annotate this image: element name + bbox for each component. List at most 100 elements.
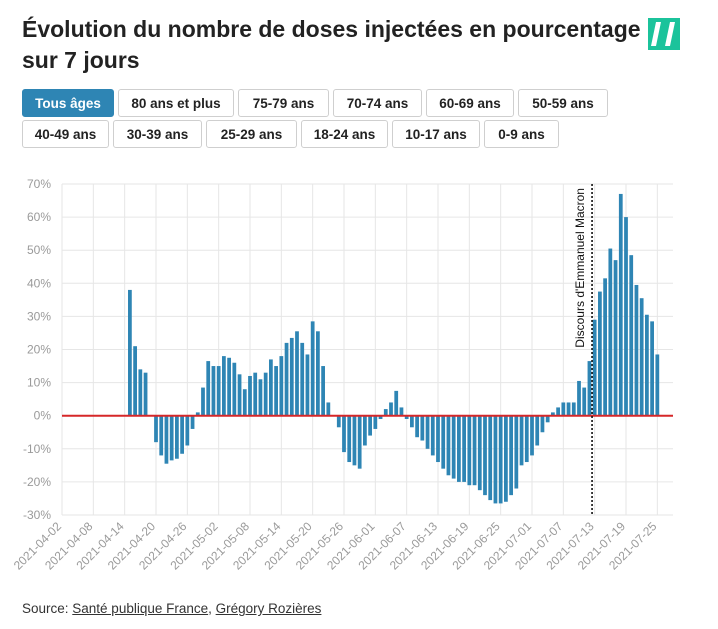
source-separator: , xyxy=(208,601,216,616)
filter-button-25-29[interactable]: 25-29 ans xyxy=(206,120,297,148)
data-bar xyxy=(389,402,393,416)
data-bar xyxy=(347,415,352,463)
data-bar xyxy=(462,415,466,482)
data-bar xyxy=(540,415,545,433)
data-bar xyxy=(404,415,409,420)
data-bar xyxy=(169,415,174,461)
data-bar xyxy=(509,415,513,496)
data-bar xyxy=(519,415,524,466)
filter-button-80-plus[interactable]: 80 ans et plus xyxy=(118,89,234,117)
data-bar xyxy=(504,415,508,502)
data-bar xyxy=(138,369,143,416)
data-bar xyxy=(321,366,325,416)
data-bar xyxy=(201,387,205,416)
y-tick-label: 0% xyxy=(34,409,52,423)
data-bar xyxy=(180,415,184,454)
y-tick-label: -10% xyxy=(23,442,51,456)
filter-button-70-74[interactable]: 70-74 ans xyxy=(333,89,422,117)
data-bar xyxy=(556,407,560,416)
data-bar xyxy=(436,415,440,463)
data-bar xyxy=(524,415,529,463)
data-bar xyxy=(237,374,242,416)
source-link-spf[interactable]: Santé publique France xyxy=(72,601,209,616)
source-prefix: Source: xyxy=(22,601,73,616)
source-link-author[interactable]: Grégory Rozières xyxy=(215,601,322,616)
data-bar xyxy=(316,331,320,416)
data-bar xyxy=(269,359,273,416)
data-bar xyxy=(399,407,404,416)
y-tick-label: 40% xyxy=(27,276,51,290)
filter-button-40-49[interactable]: 40-49 ans xyxy=(22,120,109,148)
data-bar xyxy=(551,412,555,416)
data-bar xyxy=(613,260,618,416)
data-bar xyxy=(639,298,644,416)
data-bar xyxy=(232,362,237,416)
data-bar xyxy=(577,380,581,416)
data-bar xyxy=(305,354,310,416)
y-tick-label: 60% xyxy=(27,210,51,224)
data-bar xyxy=(571,402,576,416)
data-bar xyxy=(227,357,231,416)
data-bar xyxy=(587,361,592,416)
data-bar xyxy=(545,415,550,423)
logo-stroke-right xyxy=(665,22,675,46)
data-bar xyxy=(222,356,226,416)
filter-button-75-79[interactable]: 75-79 ans xyxy=(238,89,329,117)
age-filter-row-2: 40-49 ans 30-39 ans 25-29 ans 18-24 ans … xyxy=(22,120,563,148)
y-tick-label: 50% xyxy=(27,243,51,257)
y-tick-label: 20% xyxy=(27,343,51,357)
data-bar xyxy=(363,415,367,446)
filter-button-60-69[interactable]: 60-69 ans xyxy=(426,89,514,117)
annotation-label: Discours d'Emmanuel Macron xyxy=(573,188,587,348)
data-bar xyxy=(477,415,482,491)
data-bar xyxy=(498,415,503,504)
data-bar xyxy=(425,415,430,449)
data-bar xyxy=(650,321,654,416)
filter-button-tous-ages[interactable]: Tous âges xyxy=(22,89,114,117)
data-bar xyxy=(143,372,148,416)
data-bar xyxy=(253,372,258,416)
filter-button-30-39[interactable]: 30-39 ans xyxy=(113,120,202,148)
data-bar xyxy=(258,379,263,416)
filter-button-18-24[interactable]: 18-24 ans xyxy=(301,120,388,148)
y-tick-label: 30% xyxy=(27,309,51,323)
filter-button-0-9[interactable]: 0-9 ans xyxy=(484,120,559,148)
data-bar xyxy=(446,415,451,476)
data-bar xyxy=(472,415,477,486)
data-bar xyxy=(300,342,305,416)
data-bar xyxy=(195,412,200,416)
age-filter-row-1: Tous âges 80 ans et plus 75-79 ans 70-74… xyxy=(22,89,612,117)
data-bar xyxy=(603,278,607,416)
data-bar xyxy=(457,415,461,482)
data-bar xyxy=(655,354,660,416)
data-bar xyxy=(420,415,425,441)
y-tick-label: 70% xyxy=(27,177,51,191)
data-bar xyxy=(154,415,158,443)
data-bar xyxy=(530,415,534,456)
data-bar xyxy=(441,415,446,469)
data-bar xyxy=(279,356,284,416)
data-bar xyxy=(629,255,634,416)
data-bar xyxy=(295,331,299,416)
data-bar xyxy=(368,415,372,436)
data-bar xyxy=(410,415,414,428)
data-bar xyxy=(190,415,195,429)
data-bar xyxy=(263,372,268,416)
data-bar xyxy=(535,415,540,446)
filter-button-50-59[interactable]: 50-59 ans xyxy=(518,89,608,117)
data-bar xyxy=(206,361,211,416)
data-bar xyxy=(598,291,602,416)
data-bar xyxy=(582,387,587,416)
data-bar xyxy=(336,415,341,428)
data-bar xyxy=(274,366,278,416)
data-bar xyxy=(378,415,383,420)
data-bar xyxy=(289,337,294,416)
data-bar xyxy=(618,193,623,416)
filter-button-10-17[interactable]: 10-17 ans xyxy=(392,120,480,148)
source-line: Source: Santé publique France, Grégory R… xyxy=(22,601,321,616)
data-bar xyxy=(415,415,419,438)
data-bar xyxy=(128,289,132,416)
data-bar xyxy=(645,314,649,416)
data-bar xyxy=(164,415,169,464)
chart-title: Évolution du nombre de doses injectées e… xyxy=(22,16,641,73)
